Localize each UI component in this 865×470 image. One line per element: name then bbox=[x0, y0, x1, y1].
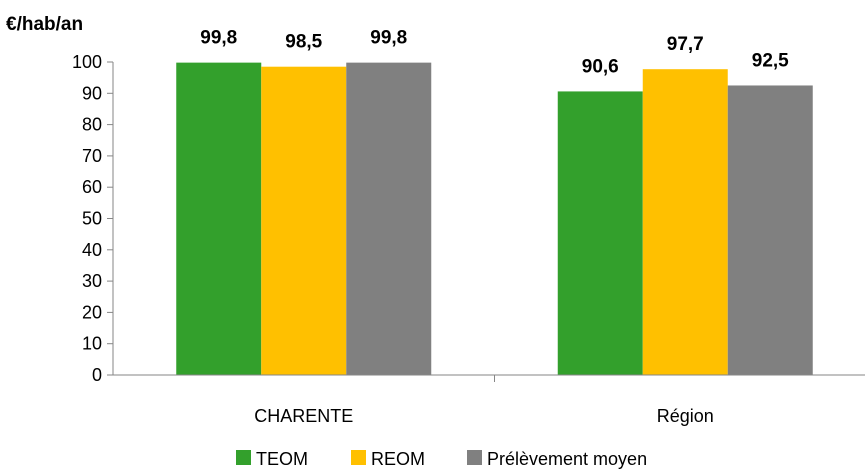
y-tick-label: 20 bbox=[82, 302, 102, 322]
bar-pr-l-vement-moyen-0 bbox=[346, 62, 432, 375]
y-tick-label: 40 bbox=[82, 240, 102, 260]
legend-swatch bbox=[351, 450, 366, 465]
bars bbox=[176, 62, 813, 375]
y-tick-label: 100 bbox=[72, 52, 102, 72]
data-label: 98,5 bbox=[285, 32, 322, 53]
legend: TEOM REOM Prélèvement moyen bbox=[236, 449, 647, 469]
y-tick-label: 60 bbox=[82, 177, 102, 197]
data-label: 90,6 bbox=[582, 56, 619, 77]
y-tick-label: 80 bbox=[82, 115, 102, 135]
category-label: CHARENTE bbox=[254, 406, 353, 426]
legend-label: TEOM bbox=[256, 449, 308, 469]
legend-swatch bbox=[467, 450, 482, 465]
category-label: Région bbox=[657, 406, 714, 426]
data-label: 99,8 bbox=[200, 28, 237, 49]
y-axis-ticks: 0 10 20 30 40 50 60 70 80 90 100 bbox=[72, 52, 113, 385]
bar-reom-1 bbox=[642, 69, 728, 375]
legend-label: Prélèvement moyen bbox=[487, 449, 647, 469]
y-tick-label: 0 bbox=[92, 365, 102, 385]
data-label: 97,7 bbox=[667, 34, 704, 55]
category-labels: CHARENTE Région bbox=[254, 406, 714, 426]
y-tick-label: 90 bbox=[82, 83, 102, 103]
bar-pr-l-vement-moyen-1 bbox=[727, 85, 813, 375]
legend-swatch bbox=[236, 450, 251, 465]
bar-teom-0 bbox=[176, 62, 262, 375]
y-tick-label: 50 bbox=[82, 209, 102, 229]
bar-teom-1 bbox=[557, 91, 643, 375]
legend-label: REOM bbox=[371, 449, 425, 469]
data-label: 99,8 bbox=[370, 28, 407, 49]
x-axis-ticks bbox=[494, 375, 495, 382]
bar-reom-0 bbox=[261, 66, 347, 375]
data-label: 92,5 bbox=[752, 50, 789, 71]
y-tick-label: 70 bbox=[82, 146, 102, 166]
y-tick-label: 10 bbox=[82, 334, 102, 354]
y-axis-label: €/hab/an bbox=[6, 14, 83, 35]
data-labels: 99,8 98,5 99,8 90,6 97,7 92,5 bbox=[200, 28, 789, 78]
y-tick-label: 30 bbox=[82, 271, 102, 291]
